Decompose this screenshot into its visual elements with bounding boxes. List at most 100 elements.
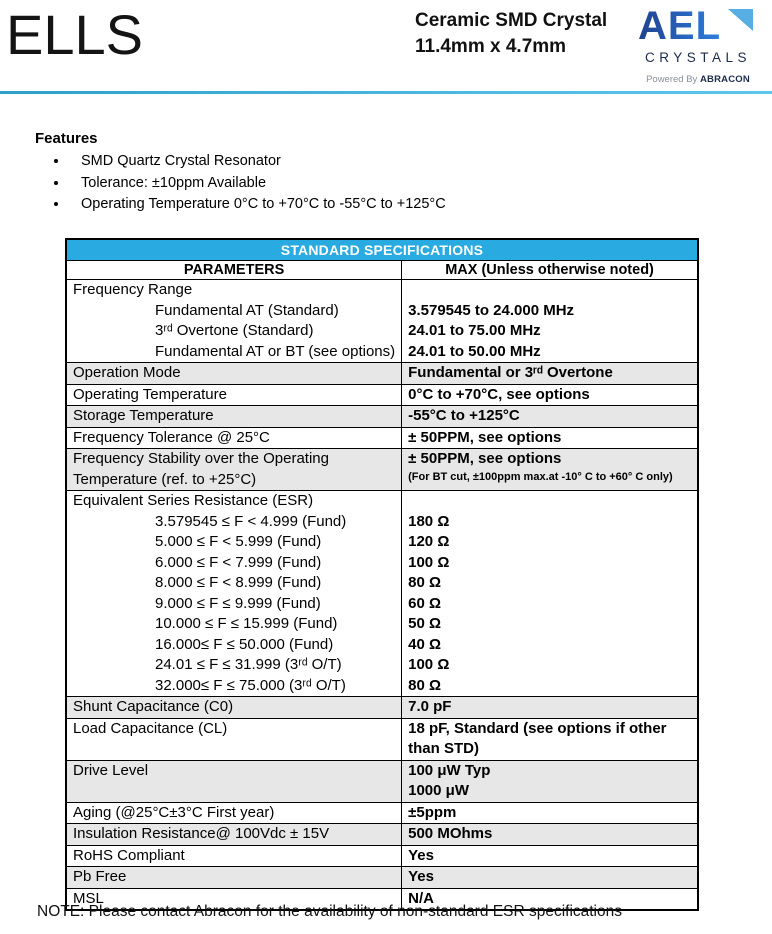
product-name: ELLS: [6, 3, 143, 66]
feature-item: Tolerance: ±10ppm Available: [69, 175, 635, 191]
logo-crystals-text: CRYSTALS: [644, 50, 752, 65]
ael-logo-text: AEL: [638, 6, 721, 44]
powered-by: Powered By ABRACON: [632, 74, 764, 85]
param-label: RoHS Compliant: [73, 846, 185, 864]
param-subitem: 6.000 ≤ F < 7.999 (Fund): [155, 553, 322, 571]
row-pb-free: Pb Free Yes: [65, 866, 699, 889]
param-subitem: 16.000≤ F ≤ 50.000 (Fund): [155, 635, 334, 653]
features-list: SMD Quartz Crystal Resonator Tolerance: …: [35, 154, 635, 212]
value-cell: 100 μW Typ 1000 μW: [401, 759, 699, 803]
row-insulation-resistance: Insulation Resistance@ 100Vdc ± 15V 500 …: [65, 823, 699, 846]
param-cell: Shunt Capacitance (C0): [65, 696, 403, 719]
value-cell: ± 50PPM, see options: [401, 426, 699, 449]
features-heading: Features: [35, 130, 98, 147]
value-note: (For BT cut, ±100ppm max.at -10° C to +6…: [408, 470, 673, 483]
param-label: Operation Mode: [73, 364, 181, 381]
table-title-row: STANDARD SPECIFICATIONS: [65, 238, 699, 261]
doc-title: Ceramic SMD Crystal 11.4mm x 4.7mm: [415, 8, 607, 60]
row-esr: Equivalent Series Resistance (ESR) 3.579…: [65, 490, 699, 697]
param-cell: Drive Level: [65, 759, 403, 803]
value: 100 μW Typ: [408, 761, 491, 779]
value: ± 50PPM, see options: [408, 428, 562, 446]
value-cell: N/A: [401, 887, 699, 911]
param-label: Frequency Range: [73, 281, 193, 298]
param-subitem: 3.579545 ≤ F < 4.999 (Fund): [155, 512, 347, 530]
param-cell: Load Capacitance (CL): [65, 717, 403, 761]
ael-logo: AEL CRYSTALS Powered By ABRACON: [632, 4, 764, 85]
features-section: Features SMD Quartz Crystal Resonator To…: [35, 130, 635, 219]
feature-item: Operating Temperature 0°C to +70°C to -5…: [69, 197, 635, 212]
row-operating-temperature: Operating Temperature 0°C to +70°C, see …: [65, 383, 699, 406]
value: 80 Ω: [408, 574, 442, 591]
param-cell: MSL: [65, 887, 403, 911]
value-cell: Fundamental or 3ʳᵈ Overtone: [401, 362, 699, 385]
param-cell: Frequency Stability over the Operating T…: [65, 448, 403, 491]
param-cell: Aging (@25°C±3°C First year): [65, 801, 403, 824]
column-header-parameters: PARAMETERS: [65, 260, 403, 280]
param-subitem: 10.000 ≤ F ≤ 15.999 (Fund): [155, 615, 338, 632]
param-label: Equivalent Series Resistance (ESR): [73, 492, 314, 509]
param-label: Shunt Capacitance (C0): [73, 698, 234, 715]
row-rohs-compliant: RoHS Compliant Yes: [65, 844, 699, 867]
row-storage-temperature: Storage Temperature -55°C to +125°C: [65, 405, 699, 428]
value-cell: 7.0 pF: [401, 696, 699, 719]
header-divider-rule: [0, 91, 772, 94]
param-label: Frequency Stability over the Operating T…: [73, 450, 329, 488]
powered-by-prefix: Powered By: [646, 74, 700, 85]
value-cell: 180 Ω 120 Ω 100 Ω 80 Ω 60 Ω 50 Ω 40 Ω 10…: [401, 490, 699, 697]
param-cell: Operating Temperature: [65, 383, 403, 406]
value-cell: Yes: [401, 844, 699, 867]
value-cell: ± 50PPM, see options (For BT cut, ±100pp…: [401, 448, 699, 491]
param-label: MSL: [73, 889, 104, 907]
param-cell: Insulation Resistance@ 100Vdc ± 15V: [65, 823, 403, 846]
powered-by-brand: ABRACON: [699, 74, 750, 85]
param-subitem: 24.01 ≤ F ≤ 31.999 (3ʳᵈ O/T): [155, 656, 342, 673]
param-subitem: 32.000≤ F ≤ 75.000 (3ʳᵈ O/T): [155, 676, 346, 694]
value: Yes: [408, 868, 434, 885]
value: 50 Ω: [408, 615, 442, 632]
value: 7.0 pF: [408, 698, 452, 715]
row-frequency-range: Frequency Range Fundamental AT (Standard…: [65, 279, 699, 363]
param-label: Pb Free: [73, 868, 127, 885]
row-operation-mode: Operation Mode Fundamental or 3ʳᵈ Overto…: [65, 362, 699, 385]
value: 24.01 to 75.00 MHz: [408, 322, 541, 339]
row-msl: MSL N/A: [65, 887, 699, 911]
row-frequency-stability: Frequency Stability over the Operating T…: [65, 448, 699, 491]
value: 180 Ω: [408, 512, 450, 530]
value-cell: 18 pF, Standard (see options if other th…: [401, 717, 699, 761]
value: 3.579545 to 24.000 MHz: [408, 301, 575, 319]
value: N/A: [408, 889, 434, 907]
param-cell: Frequency Tolerance @ 25°C: [65, 426, 403, 449]
value-cell: ±5ppm: [401, 801, 699, 824]
esr-note: NOTE: Please contact Abracon for the ava…: [37, 903, 622, 920]
param-label: Insulation Resistance@ 100Vdc ± 15V: [73, 825, 330, 842]
value-cell: -55°C to +125°C: [401, 405, 699, 428]
value: 100 Ω: [408, 553, 450, 571]
value-cell: 3.579545 to 24.000 MHz 24.01 to 75.00 MH…: [401, 279, 699, 363]
value-cell: Yes: [401, 866, 699, 889]
value: 500 MOhms: [408, 825, 493, 842]
table-title: STANDARD SPECIFICATIONS: [65, 238, 699, 261]
param-subitem: 3ʳᵈ Overtone (Standard): [155, 322, 314, 339]
param-subitem: Fundamental AT (Standard): [155, 301, 339, 319]
ael-logo-triangle-icon: [728, 9, 753, 31]
value: 40 Ω: [408, 635, 442, 653]
param-cell: Operation Mode: [65, 362, 403, 385]
table-header-row: PARAMETERS MAX (Unless otherwise noted): [65, 260, 699, 280]
param-cell: Storage Temperature: [65, 405, 403, 428]
value: Fundamental or 3ʳᵈ Overtone: [408, 364, 613, 381]
value: 120 Ω: [408, 533, 450, 550]
value: Yes: [408, 846, 434, 864]
param-label: Frequency Tolerance @ 25°C: [73, 428, 270, 446]
doc-title-line2: 11.4mm x 4.7mm: [415, 36, 567, 57]
param-label: Drive Level: [73, 761, 149, 779]
param-label: Storage Temperature: [73, 407, 214, 424]
value: 18 pF, Standard (see options if other th…: [408, 719, 667, 758]
doc-title-line1: Ceramic SMD Crystal: [415, 10, 608, 31]
param-subitem: Fundamental AT or BT (see options): [155, 342, 396, 360]
row-shunt-capacitance: Shunt Capacitance (C0) 7.0 pF: [65, 696, 699, 719]
param-label: Load Capacitance (CL): [73, 719, 228, 737]
value: ± 50PPM, see options: [408, 450, 562, 467]
feature-item: SMD Quartz Crystal Resonator: [69, 154, 635, 169]
